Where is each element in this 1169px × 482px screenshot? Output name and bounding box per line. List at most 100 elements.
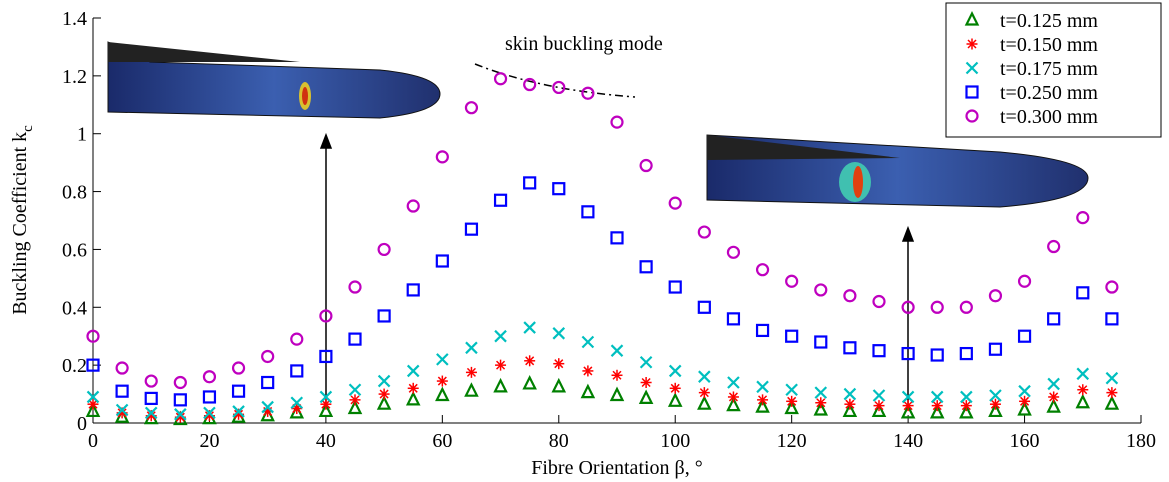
marker-shape [175,394,186,405]
marker [466,224,477,235]
marker [582,386,593,397]
y-tick-label: 1 [77,124,87,146]
marker [612,345,623,356]
marker [786,331,797,342]
marker [350,384,361,395]
marker-shape [582,206,593,217]
x-tick-label: 0 [88,430,98,452]
y-tick-label: 0 [77,413,87,435]
marker [641,357,652,368]
marker-shape [699,398,710,409]
y-tick-label: 0.6 [62,239,87,261]
marker [175,377,186,388]
marker [495,360,506,371]
marker [1048,391,1059,402]
marker [757,381,768,392]
marker [437,389,448,400]
marker [582,337,593,348]
marker [641,392,652,403]
legend-label: t=0.150 mm [1000,34,1098,56]
marker [757,264,768,275]
marker [844,342,855,353]
marker-shape [524,377,535,388]
marker [1048,378,1059,389]
marker [786,276,797,287]
marker [524,322,535,333]
marker [379,244,390,255]
marker [175,394,186,405]
marker-shape [553,183,564,194]
marker [1106,398,1117,409]
marker-shape [786,331,797,342]
marker-shape [204,391,215,402]
marker-shape [990,344,1001,355]
marker [961,348,972,359]
marker [466,342,477,353]
marker-shape [612,232,623,243]
marker [757,394,768,405]
marker [612,232,623,243]
marker [699,387,710,398]
marker [466,102,477,113]
marker [408,201,419,212]
marker-shape [408,393,419,404]
legend-label: t=0.300 mm [1000,106,1098,128]
marker [1106,313,1117,324]
marker-shape [495,73,506,84]
y-label-subscript: c [20,125,36,132]
marker [815,387,826,398]
marker [1019,386,1030,397]
marker [408,284,419,295]
marker [932,350,943,361]
marker-shape [612,389,623,400]
marker [699,227,710,238]
marker [466,367,477,378]
marker-shape [670,282,681,293]
marker [1077,396,1088,407]
marker [815,284,826,295]
x-tick-label: 140 [893,430,923,452]
marker [379,376,390,387]
marker [408,383,419,394]
marker [408,393,419,404]
x-tick-label: 20 [199,430,219,452]
marker-shape [437,151,448,162]
marker-shape [262,377,273,388]
marker [699,398,710,409]
marker [699,371,710,382]
marker-shape [204,371,215,382]
marker [932,302,943,313]
y-tick-label: 1.2 [62,66,87,88]
marker-shape [408,201,419,212]
marker [262,351,273,362]
marker [204,391,215,402]
x-tick-label: 80 [549,430,569,452]
marker [1106,373,1117,384]
y-tick-label: 0.8 [62,182,87,204]
marker [291,403,302,414]
marker [728,377,739,388]
marker [1019,276,1030,287]
marker [612,117,623,128]
x-tick-label: 40 [316,430,336,452]
marker [582,365,593,376]
x-tick-label: 100 [660,430,690,452]
marker [204,371,215,382]
marker-shape [291,365,302,376]
marker-shape [262,351,273,362]
marker-shape [815,284,826,295]
marker-shape [1077,287,1088,298]
marker-shape [961,348,972,359]
marker-shape [874,296,885,307]
marker [1077,212,1088,223]
marker [844,290,855,301]
marker-shape [1077,212,1088,223]
marker-shape [874,345,885,356]
marker-shape [641,261,652,272]
marker-shape [699,227,710,238]
marker-shape [699,302,710,313]
marker-shape [466,385,477,396]
marker [233,386,244,397]
marker-shape [1048,241,1059,252]
marker-shape [466,102,477,113]
